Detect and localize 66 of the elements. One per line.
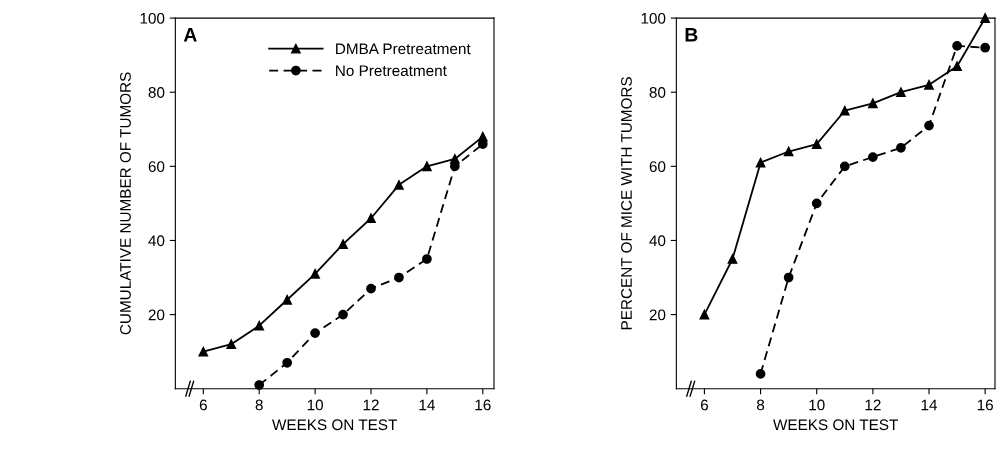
point	[811, 198, 822, 209]
point	[254, 320, 265, 331]
point	[422, 254, 432, 264]
annotation: B	[685, 28, 698, 42]
point	[366, 283, 376, 294]
point	[755, 369, 766, 379]
point	[952, 61, 962, 72]
point	[338, 239, 348, 250]
y-tick-label: 80	[148, 87, 165, 98]
point	[394, 180, 404, 190]
y-tick-label: 100	[641, 12, 666, 24]
annotation: A	[183, 28, 197, 42]
x-tick-label: 14	[921, 399, 938, 411]
point	[366, 213, 376, 224]
point	[282, 357, 293, 368]
legend-label: No Pretreatment	[336, 65, 447, 77]
x-tick-label: 6	[700, 399, 708, 411]
point	[394, 272, 404, 283]
y-axis-title: PERCENT OF MICE WITH TUMORS	[621, 77, 632, 330]
x-tick-label: 10	[809, 399, 825, 411]
x-tick-label: 8	[756, 399, 765, 411]
point	[282, 294, 293, 305]
point	[226, 339, 237, 350]
y-tick-label: 80	[649, 87, 666, 98]
x-tick-label: 16	[977, 399, 993, 411]
point	[811, 139, 822, 149]
point	[699, 309, 710, 320]
point	[198, 346, 209, 357]
point	[924, 79, 934, 90]
point	[783, 272, 794, 283]
point	[868, 98, 878, 109]
y-tick-label: 40	[148, 235, 165, 247]
point	[896, 142, 906, 153]
y-tick-label: 60	[649, 161, 666, 173]
point	[924, 120, 934, 131]
x-axis-title: WEEKS ON TEST	[272, 419, 397, 431]
x-tick-label: 16	[475, 399, 491, 411]
point	[310, 268, 320, 279]
x-tick-label: 14	[419, 399, 435, 411]
point	[477, 139, 488, 149]
x-axis-title: WEEKS ON TEST	[773, 419, 898, 431]
x-tick-label: 8	[255, 399, 263, 411]
point	[338, 309, 348, 320]
y-tick-label: 60	[148, 161, 165, 173]
point	[896, 87, 906, 98]
y-tick-label: 20	[649, 309, 666, 321]
point	[755, 157, 766, 168]
x-tick-label: 12	[363, 399, 379, 411]
y-axis-title: CUMULATIVE NUMBER OF TUMORS	[120, 72, 131, 335]
point	[839, 105, 850, 116]
point	[839, 161, 850, 172]
x-tick-label: 12	[865, 399, 881, 411]
y-tick-label: 40	[649, 235, 666, 247]
point	[952, 41, 962, 51]
point	[727, 254, 738, 264]
point	[310, 328, 320, 338]
point	[868, 152, 878, 162]
legend-label: DMBA Pretreatment	[336, 43, 471, 55]
point	[980, 42, 991, 53]
point	[422, 161, 432, 172]
x-tick-label: 10	[307, 399, 323, 411]
y-tick-label: 100	[140, 12, 165, 24]
point	[783, 146, 794, 157]
x-tick-label: 6	[199, 399, 207, 411]
y-tick-label: 20	[148, 309, 165, 321]
point	[254, 380, 265, 390]
